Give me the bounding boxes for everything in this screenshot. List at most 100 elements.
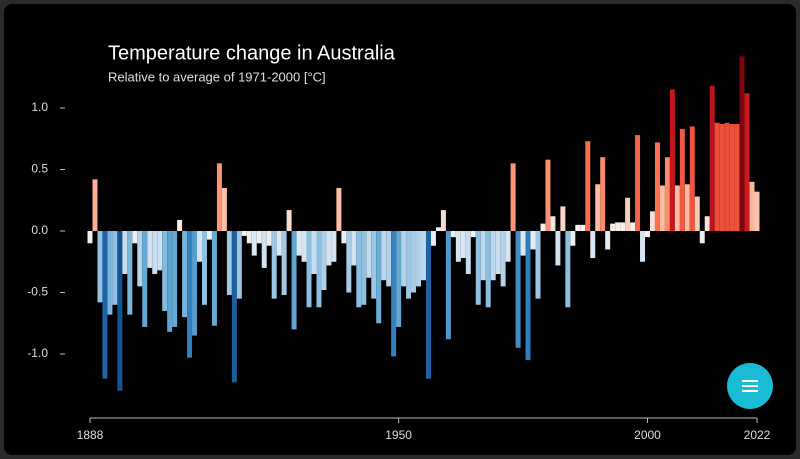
bar [226, 231, 232, 295]
bar [545, 159, 551, 231]
menu-icon [742, 380, 758, 382]
bar [231, 231, 237, 383]
bar [167, 231, 173, 332]
bar [719, 123, 725, 231]
bar [276, 231, 282, 256]
bar [550, 216, 556, 231]
bar [734, 123, 740, 231]
bar [401, 231, 407, 287]
bar [535, 231, 541, 299]
bar [739, 56, 745, 232]
bar [560, 206, 566, 231]
bar [470, 231, 476, 238]
bar [485, 231, 491, 308]
bar [291, 231, 297, 330]
bar [620, 222, 626, 231]
bar [709, 85, 715, 231]
bar [346, 231, 352, 293]
bar [530, 231, 536, 250]
bar [152, 231, 158, 275]
menu-button[interactable] [727, 363, 773, 409]
bar [689, 126, 695, 231]
bar [107, 231, 113, 315]
bar [480, 231, 486, 281]
bar [256, 231, 262, 244]
bar [92, 179, 98, 231]
y-tick-label: -0.5 [27, 285, 48, 299]
bar [206, 231, 212, 240]
bar [421, 231, 426, 281]
bar [465, 231, 471, 275]
bar [182, 231, 188, 318]
bar [625, 197, 631, 231]
bar [211, 231, 217, 326]
bar [361, 231, 367, 305]
bar [132, 231, 138, 244]
bar [241, 231, 247, 236]
bar [416, 231, 422, 287]
bar [331, 231, 337, 262]
bar [216, 163, 222, 231]
bar [540, 223, 546, 231]
bar [221, 187, 227, 231]
bar [635, 135, 641, 231]
x-tick-label: 2000 [634, 428, 661, 442]
x-tick-label: 1888 [77, 428, 104, 442]
bar [376, 231, 382, 324]
bar [649, 211, 655, 231]
bar [664, 157, 670, 231]
chart-title: Temperature change in Australia [108, 42, 396, 64]
bar [475, 231, 481, 305]
bar [321, 231, 327, 291]
bar [137, 231, 143, 287]
bar [645, 231, 650, 238]
bar [336, 187, 342, 231]
bar [341, 231, 347, 244]
bar [386, 231, 392, 287]
bar [699, 231, 705, 244]
bar [600, 157, 606, 231]
bar [510, 163, 516, 231]
bar [97, 231, 103, 303]
bar [515, 231, 521, 348]
x-tick-label: 1950 [385, 428, 412, 442]
bar [585, 141, 591, 231]
bar [157, 231, 163, 271]
bar [679, 128, 685, 231]
bar [301, 231, 307, 262]
bar [590, 231, 596, 259]
bar [122, 231, 128, 275]
bar [744, 93, 750, 232]
bar [749, 181, 755, 231]
bar [460, 231, 466, 259]
bar [356, 231, 362, 308]
bar [271, 231, 277, 299]
bar [351, 231, 357, 266]
bar [565, 231, 571, 308]
bar [684, 184, 690, 231]
bar [525, 231, 531, 361]
bar [659, 185, 665, 231]
bar [286, 210, 292, 231]
bar [391, 231, 397, 357]
bar [714, 122, 720, 231]
bar [630, 222, 636, 231]
bar [162, 231, 168, 311]
bar [724, 122, 730, 231]
y-tick-label: 0.5 [31, 162, 48, 176]
bar [580, 224, 586, 231]
bar [754, 191, 760, 231]
bar [326, 231, 332, 266]
menu-icon [742, 390, 758, 392]
bar [187, 231, 193, 358]
bar [296, 231, 302, 256]
bar [495, 231, 501, 275]
bar [246, 231, 252, 244]
x-tick-label: 2022 [744, 428, 771, 442]
bar [112, 231, 118, 305]
y-tick-label: -1.0 [27, 346, 48, 360]
bar [445, 231, 451, 340]
bar [251, 231, 257, 256]
